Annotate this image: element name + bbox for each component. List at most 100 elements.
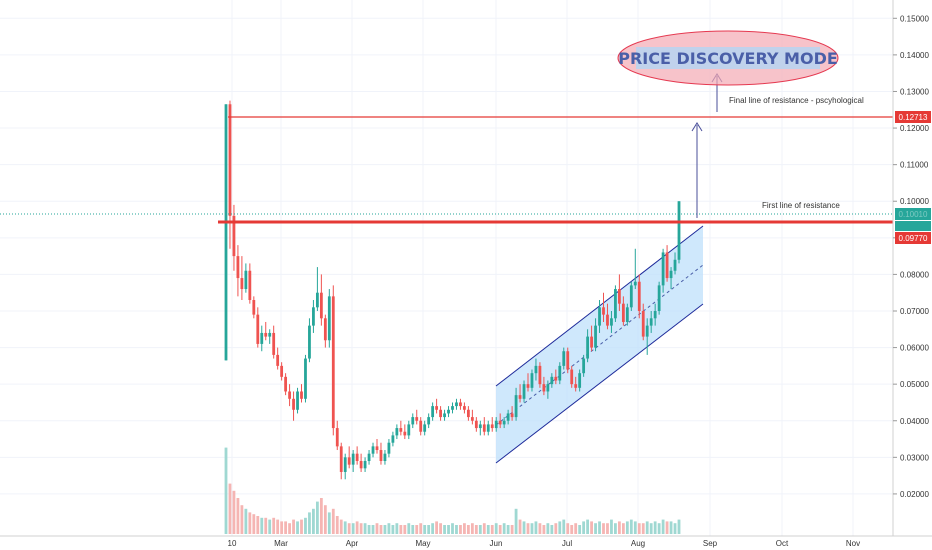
volume-bar [264, 517, 268, 534]
candle-body [546, 384, 550, 392]
volume-bar [327, 512, 331, 534]
volume-bar [451, 523, 454, 534]
volume-bar [506, 525, 510, 534]
x-tick-label: Sep [703, 539, 718, 548]
volume-bar [542, 525, 546, 534]
volume-bar [649, 523, 653, 534]
y-tick-label: 0.02000 [900, 490, 929, 499]
volume-bar [315, 501, 319, 534]
volume-bar [482, 523, 486, 534]
candle-body [550, 376, 554, 385]
x-tick-label: Apr [346, 539, 359, 548]
volume-bar [347, 523, 351, 534]
y-tick-label: 0.11000 [900, 161, 929, 170]
candle-body [459, 402, 462, 407]
volume-bar [351, 523, 355, 534]
volume-bar [240, 505, 244, 534]
y-tick-label: 0.10000 [900, 197, 929, 206]
candle-body [355, 453, 359, 461]
volume-bar [411, 525, 415, 534]
volume-bar [419, 523, 423, 534]
volume-bar [312, 508, 315, 534]
candle-body [363, 460, 367, 469]
candle-body [304, 358, 307, 399]
candle-body [669, 270, 673, 279]
candle-body [665, 252, 669, 279]
volume-bars [224, 447, 681, 534]
volume-bar [435, 521, 439, 534]
volume-bar [423, 525, 427, 534]
svg-text:0.12713: 0.12713 [899, 113, 928, 122]
volume-bar [308, 512, 311, 534]
volume-bar [498, 525, 502, 534]
candle-body [260, 332, 264, 344]
candle-body [610, 318, 613, 326]
volume-bar [502, 523, 506, 534]
candle-body [494, 420, 498, 429]
x-tick-label: Jul [562, 539, 572, 548]
volume-bar [546, 523, 550, 534]
candle-body [534, 365, 538, 374]
candle-body [244, 270, 248, 290]
volume-bar [614, 523, 617, 534]
candle-body [677, 201, 681, 260]
candle-body [296, 391, 299, 410]
volume-bar [470, 523, 474, 534]
candle-body [343, 457, 347, 472]
candle-body [542, 384, 546, 392]
candle-body [478, 424, 482, 429]
volume-bar [228, 483, 232, 534]
candle-body [276, 354, 280, 366]
first-resistance-label: First line of resistance [762, 201, 840, 210]
volume-bar [331, 508, 335, 534]
candle-body [300, 391, 303, 399]
volume-bar [300, 519, 303, 534]
candle-body [256, 314, 260, 344]
candle-body [574, 384, 578, 388]
candle-body [367, 453, 371, 461]
candle-body [323, 318, 327, 341]
volume-bar [653, 521, 657, 534]
candle-body [236, 256, 240, 279]
volume-bar [617, 521, 621, 534]
volume-bar [518, 519, 522, 534]
candle-body [538, 365, 542, 385]
final-resistance-badge: 0.12713 [895, 111, 931, 123]
x-tick-label: Mar [274, 539, 288, 548]
volume-bar [510, 525, 514, 534]
y-tick-label: 0.03000 [900, 453, 929, 462]
candle-body [399, 428, 403, 432]
candlesticks [224, 100, 681, 480]
y-tick-label: 0.06000 [900, 344, 929, 353]
candle-body [566, 351, 570, 370]
svg-text:0.09770: 0.09770 [899, 234, 928, 243]
volume-bar [335, 516, 339, 534]
x-tick-label: Aug [631, 539, 645, 548]
volume-bar [359, 523, 363, 534]
volume-bar [339, 519, 343, 534]
volume-bar [439, 523, 442, 534]
candle-body [280, 365, 284, 377]
volume-bar [304, 517, 307, 534]
volume-bar [447, 525, 450, 534]
candle-body [391, 435, 395, 443]
volume-bar [319, 498, 323, 534]
volume-bar [594, 523, 597, 534]
volume-bar [673, 523, 677, 534]
candle-body [335, 428, 339, 447]
volume-bar [280, 521, 284, 534]
candle-body [284, 376, 288, 392]
candle-body [621, 303, 625, 322]
volume-bar [260, 517, 264, 534]
candle-body [264, 332, 268, 337]
candle-body [530, 373, 534, 388]
volume-bar [566, 523, 570, 534]
candle-body [252, 300, 256, 315]
candle-body [598, 307, 601, 326]
volume-bar [459, 525, 462, 534]
y-tick-label: 0.08000 [900, 270, 929, 279]
candle-body [498, 420, 502, 425]
candle-body [617, 289, 621, 304]
volume-bar [669, 521, 673, 534]
